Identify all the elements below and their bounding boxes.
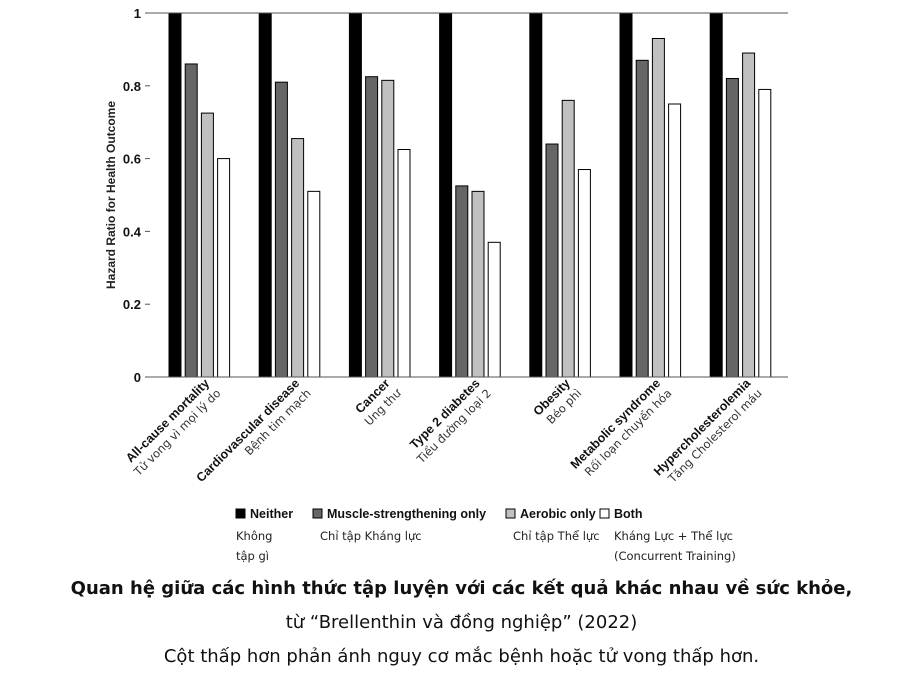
y-tick-label: 0.6 — [123, 152, 141, 167]
bar-both-1 — [307, 190, 321, 378]
legend-swatch — [599, 508, 610, 519]
y-axis-label: Hazard Ratio for Health Outcome — [104, 101, 118, 289]
bar-aerobic-only-0 — [200, 112, 214, 378]
bar-both-0 — [217, 158, 231, 378]
bar-neither-4 — [529, 12, 543, 378]
legend-label-vi: Kháng Lực + Thể lực — [614, 529, 733, 543]
legend-label-vi: tập gì — [236, 549, 269, 563]
category-label-vi: Tăng Cholesterol máu — [665, 386, 765, 486]
caption-note: Cột thấp hơn phản ánh nguy cơ mắc bệnh h… — [163, 646, 760, 667]
bar-aerobic-only-2 — [381, 79, 395, 378]
bar-muscle-strengthening-only-5 — [635, 59, 649, 378]
bar-neither-2 — [348, 12, 362, 378]
legend-label-vi: Chỉ tập Kháng lực — [320, 529, 422, 543]
bar-muscle-strengthening-only-0 — [184, 63, 198, 378]
legend-label-vi: Chỉ tập Thể lực — [513, 529, 600, 543]
y-tick-label: 0.8 — [123, 79, 141, 94]
legend: Neither Không tập gì Muscle-strengthening o… — [235, 507, 736, 563]
category-label: All-cause mortality — [123, 376, 212, 465]
bar-aerobic-only-6 — [742, 52, 756, 378]
bar-aerobic-only-3 — [471, 190, 485, 378]
legend-label: Muscle-strengthening only — [327, 507, 486, 521]
y-tick-label: 0 — [134, 370, 141, 385]
bar-aerobic-only-1 — [291, 138, 305, 378]
y-tick-label: 0.2 — [123, 297, 141, 312]
bar-neither-1 — [258, 12, 272, 378]
figure-caption: Quan hệ giữa các hình thức tập luyện với… — [0, 572, 923, 674]
legend-label-vi: Không — [236, 529, 272, 543]
y-tick-label: 0.4 — [123, 224, 142, 239]
legend-label: Neither — [250, 507, 293, 521]
bar-muscle-strengthening-only-1 — [274, 81, 288, 378]
bar-aerobic-only-5 — [651, 37, 665, 378]
bar-both-5 — [668, 103, 682, 378]
bar-muscle-strengthening-only-2 — [365, 76, 379, 378]
legend-swatch — [505, 508, 516, 519]
bar-neither-6 — [709, 12, 723, 378]
bar-muscle-strengthening-only-4 — [545, 143, 559, 378]
bars-layer — [168, 12, 772, 378]
legend-label: Aerobic only — [520, 507, 596, 521]
bar-neither-0 — [168, 12, 182, 378]
bar-neither-3 — [439, 12, 453, 378]
bar-both-2 — [397, 149, 411, 378]
legend-swatch — [235, 508, 246, 519]
bar-both-3 — [487, 241, 501, 378]
bar-chart: 0 0.2 0.4 0.6 0.8 1 Hazard Ratio for Health Ou… — [104, 6, 788, 563]
y-tick-label: 1 — [134, 6, 141, 21]
category-label: Metabolic syndrome — [568, 376, 663, 471]
caption-title: Quan hệ giữa các hình thức tập luyện với… — [70, 578, 853, 599]
legend-swatch — [312, 508, 323, 519]
caption-source: từ “Brellenthin và đồng nghiệp” (2022) — [285, 612, 638, 633]
legend-label-vi: (Concurrent Training) — [614, 549, 736, 563]
legend-label: Both — [614, 507, 642, 521]
bar-muscle-strengthening-only-6 — [725, 78, 739, 378]
bar-muscle-strengthening-only-3 — [455, 185, 469, 378]
bar-both-4 — [577, 169, 591, 378]
bar-neither-5 — [619, 12, 633, 378]
axes: 0 0.2 0.4 0.6 0.8 1 Hazard Ratio for Health Ou… — [104, 6, 788, 385]
bar-aerobic-only-4 — [561, 99, 575, 378]
bar-both-6 — [758, 88, 772, 378]
